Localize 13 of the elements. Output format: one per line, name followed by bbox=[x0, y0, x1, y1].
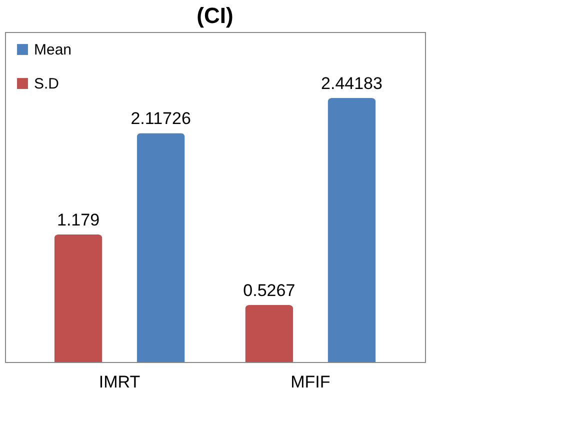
chart-title: (CI) bbox=[196, 3, 234, 28]
x-tick-label: MFIF bbox=[290, 372, 330, 392]
data-label: 2.44183 bbox=[321, 74, 382, 93]
data-label: 1.179 bbox=[56, 210, 100, 230]
legend-label: S.D bbox=[34, 76, 60, 92]
data-label: 0.5267 bbox=[243, 281, 296, 300]
legend-label: Mean bbox=[34, 42, 72, 58]
x-tick-label: IMRT bbox=[98, 372, 140, 392]
bar bbox=[54, 234, 102, 362]
bar bbox=[136, 133, 185, 362]
bar bbox=[328, 98, 376, 362]
data-label: 2.11726 bbox=[130, 109, 191, 128]
bar bbox=[245, 305, 294, 362]
